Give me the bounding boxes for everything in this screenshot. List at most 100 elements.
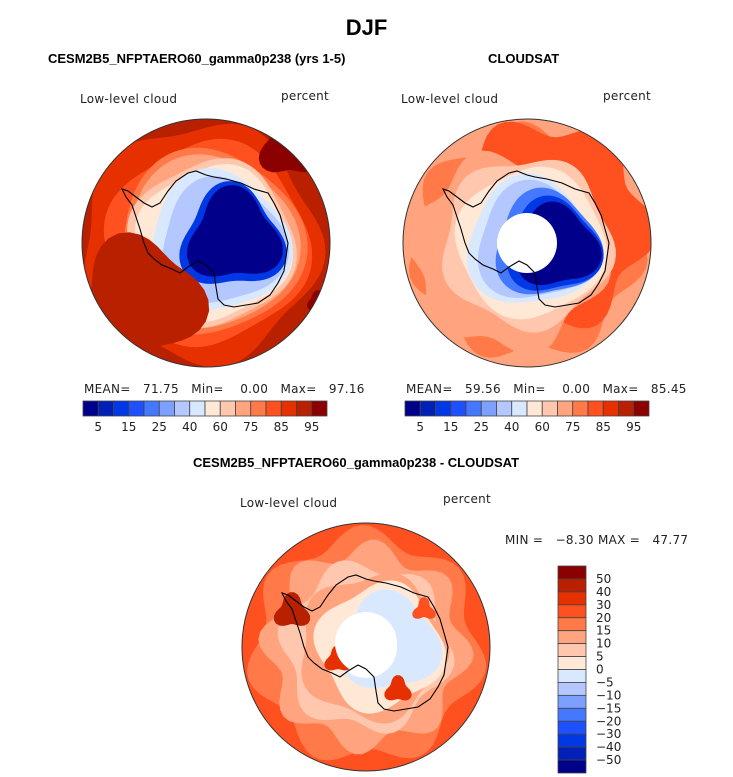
colorbar-tick-label: −10 — [596, 688, 621, 702]
map-boundary — [402, 118, 652, 368]
colorbar-tick-label: 95 — [304, 420, 319, 434]
colorbar-box — [557, 591, 587, 606]
colorbar-box — [557, 733, 587, 748]
colorbar-tick-label: 0 — [596, 663, 604, 677]
colorbar-tick-label: −30 — [596, 727, 621, 741]
colorbar-box — [618, 400, 635, 417]
units-label-diff: percent — [443, 492, 492, 506]
colorbar-box — [557, 746, 587, 761]
colorbar-tick-label: −5 — [596, 675, 614, 689]
colorbar-box — [557, 604, 587, 619]
colorbar-tick-label: 5 — [596, 650, 604, 664]
colorbar-box — [97, 400, 114, 417]
colorbar-box — [557, 720, 587, 735]
colorbar-box — [113, 400, 130, 417]
stats-model: MEAN= 71.75 Min= 0.00 Max= 97.16 — [84, 382, 365, 396]
colorbar-tick-label: 40 — [504, 420, 519, 434]
colorbar-box — [557, 643, 587, 657]
colorbar-box — [143, 400, 160, 417]
colorbar-box — [265, 400, 282, 417]
colorbar-tick-label: 40 — [182, 420, 197, 434]
colorbar-tick-label: 95 — [626, 420, 641, 434]
panel-title-obs: CLOUDSAT — [488, 51, 560, 66]
colorbar-tick-label: 5 — [94, 420, 102, 434]
colorbar-box — [296, 400, 313, 417]
colorbar-box — [311, 400, 328, 417]
colorbar-box — [250, 400, 267, 417]
colorbar-box — [174, 400, 191, 417]
colorbar-obs: 5 15 25 40 60 75 85 95 — [404, 400, 650, 434]
colorbar-box — [158, 400, 175, 417]
colorbar-box — [526, 400, 543, 417]
map-boundary — [241, 522, 491, 772]
panel-title-model: CESM2B5_NFPTAERO60_gamma0p238 (yrs 1-5) — [48, 51, 346, 66]
colorbar-tick-label: −15 — [596, 701, 621, 715]
colorbar-box — [235, 400, 252, 417]
coastline — [441, 170, 610, 308]
colorbar-tick-label: 60 — [535, 420, 550, 434]
map-panel-obs — [402, 118, 652, 368]
coastline — [120, 170, 289, 308]
contour-fill — [412, 597, 436, 619]
colorbar-tick-label: 25 — [474, 420, 489, 434]
colorbar-tick-label: 30 — [596, 598, 611, 612]
colorbar-box — [511, 400, 528, 417]
colorbar-box — [557, 682, 587, 696]
colorbar-box — [557, 669, 587, 683]
colorbar-box — [557, 630, 587, 645]
map-panel-model — [81, 118, 331, 368]
colorbar-box — [557, 707, 587, 722]
colorbar-box — [557, 400, 574, 417]
colorbar-tick-label: 85 — [596, 420, 611, 434]
variable-label-diff: Low-level cloud — [240, 496, 338, 510]
colorbar-tick-label: 50 — [596, 572, 611, 586]
colorbar-box — [435, 400, 452, 417]
colorbar-tick-label: 40 — [596, 585, 611, 599]
coastline — [280, 574, 449, 712]
colorbar-box — [204, 400, 221, 417]
colorbar-box — [557, 759, 587, 774]
colorbar-tick-label: 10 — [596, 637, 611, 651]
colorbar-model: 5 15 25 40 60 75 85 95 — [82, 400, 328, 434]
contour-fill — [384, 675, 412, 701]
colorbar-box — [82, 400, 99, 417]
colorbar-tick-label: 60 — [213, 420, 228, 434]
colorbar-box — [450, 400, 467, 417]
stats-obs: MEAN= 59.56 Min= 0.00 Max= 85.45 — [406, 382, 687, 396]
map-panel-diff — [241, 522, 491, 772]
stats-diff: MIN = −8.30 MAX = 47.77 — [505, 533, 689, 547]
colorbar-box — [557, 617, 587, 632]
units-label-model: percent — [281, 89, 330, 103]
colorbar-box — [465, 400, 482, 417]
colorbar-tick-label: −40 — [596, 740, 621, 754]
colorbar-box — [557, 656, 587, 670]
variable-label-model: Low-level cloud — [80, 92, 178, 106]
contour-fill — [187, 185, 283, 277]
colorbar-box — [572, 400, 589, 417]
colorbar-box — [280, 400, 297, 417]
colorbar-tick-label: 5 — [416, 420, 424, 434]
colorbar-box — [602, 400, 619, 417]
contour-fill — [258, 119, 322, 173]
colorbar-box — [219, 400, 236, 417]
colorbar-box — [587, 400, 604, 417]
colorbar-tick-label: −50 — [596, 753, 621, 767]
colorbar-box — [189, 400, 206, 417]
colorbar-box — [480, 400, 497, 417]
figure-title: DJF — [345, 15, 388, 40]
colorbar-tick-label: 25 — [152, 420, 167, 434]
colorbar-tick-label: −20 — [596, 714, 621, 728]
colorbar-box — [541, 400, 558, 417]
colorbar-box — [557, 694, 587, 709]
map-boundary — [81, 118, 331, 368]
colorbar-tick-label: 15 — [443, 420, 458, 434]
colorbar-box — [496, 400, 513, 417]
colorbar-box — [419, 400, 436, 417]
colorbar-box — [633, 400, 650, 417]
panel-title-diff: CESM2B5_NFPTAERO60_gamma0p238 - CLOUDSAT — [193, 455, 520, 470]
colorbar-box — [557, 565, 587, 580]
colorbar-tick-label: 15 — [596, 624, 611, 638]
variable-label-obs: Low-level cloud — [401, 92, 499, 106]
